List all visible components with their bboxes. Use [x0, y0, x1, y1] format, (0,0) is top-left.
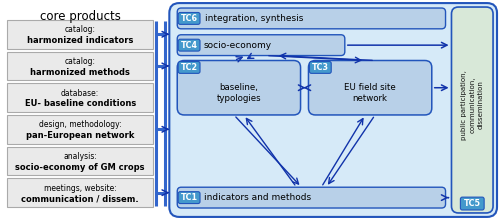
Text: design, methodology:: design, methodology: — [39, 121, 122, 130]
Bar — [7, 83, 154, 112]
Text: TC5: TC5 — [464, 199, 481, 208]
Text: TC6: TC6 — [181, 14, 198, 23]
FancyBboxPatch shape — [309, 61, 331, 73]
Text: catalog:: catalog: — [65, 57, 96, 66]
FancyBboxPatch shape — [178, 61, 200, 73]
Text: TC2: TC2 — [181, 63, 198, 72]
Bar — [7, 51, 154, 80]
Text: analysis:: analysis: — [63, 152, 97, 161]
Text: public participation,
communication,
dissemination: public participation, communication, dis… — [461, 70, 483, 140]
Text: baseline,
typologies: baseline, typologies — [217, 83, 261, 103]
Bar — [7, 115, 154, 144]
FancyBboxPatch shape — [178, 192, 200, 204]
Text: database:: database: — [61, 89, 99, 98]
FancyBboxPatch shape — [461, 197, 484, 210]
FancyBboxPatch shape — [177, 61, 300, 115]
Text: communication / dissem.: communication / dissem. — [21, 194, 139, 204]
Text: socio-economy: socio-economy — [204, 41, 272, 50]
FancyBboxPatch shape — [178, 39, 200, 51]
Text: TC4: TC4 — [181, 41, 198, 50]
FancyBboxPatch shape — [452, 7, 493, 213]
Bar — [7, 20, 154, 49]
FancyBboxPatch shape — [169, 3, 497, 217]
Text: EU- baseline conditions: EU- baseline conditions — [24, 99, 136, 108]
Text: TC1: TC1 — [181, 193, 198, 202]
Text: indicators and methods: indicators and methods — [204, 193, 311, 202]
Text: meetings, website:: meetings, website: — [44, 184, 117, 193]
Text: pan-European network: pan-European network — [26, 131, 134, 140]
Text: integration, synthesis: integration, synthesis — [205, 14, 303, 23]
FancyBboxPatch shape — [177, 35, 345, 55]
FancyBboxPatch shape — [177, 187, 446, 208]
Text: core products: core products — [40, 10, 121, 23]
FancyBboxPatch shape — [177, 8, 446, 29]
Text: harmonized methods: harmonized methods — [30, 68, 130, 77]
Text: TC3: TC3 — [312, 63, 329, 72]
Text: harmonized indicators: harmonized indicators — [27, 36, 133, 45]
Bar — [7, 178, 154, 207]
Text: EU field site
network: EU field site network — [344, 83, 396, 103]
Text: socio-economy of GM crops: socio-economy of GM crops — [15, 163, 145, 172]
FancyBboxPatch shape — [178, 13, 200, 24]
Bar — [7, 147, 154, 175]
Text: catalog:: catalog: — [65, 26, 96, 35]
FancyBboxPatch shape — [308, 61, 432, 115]
